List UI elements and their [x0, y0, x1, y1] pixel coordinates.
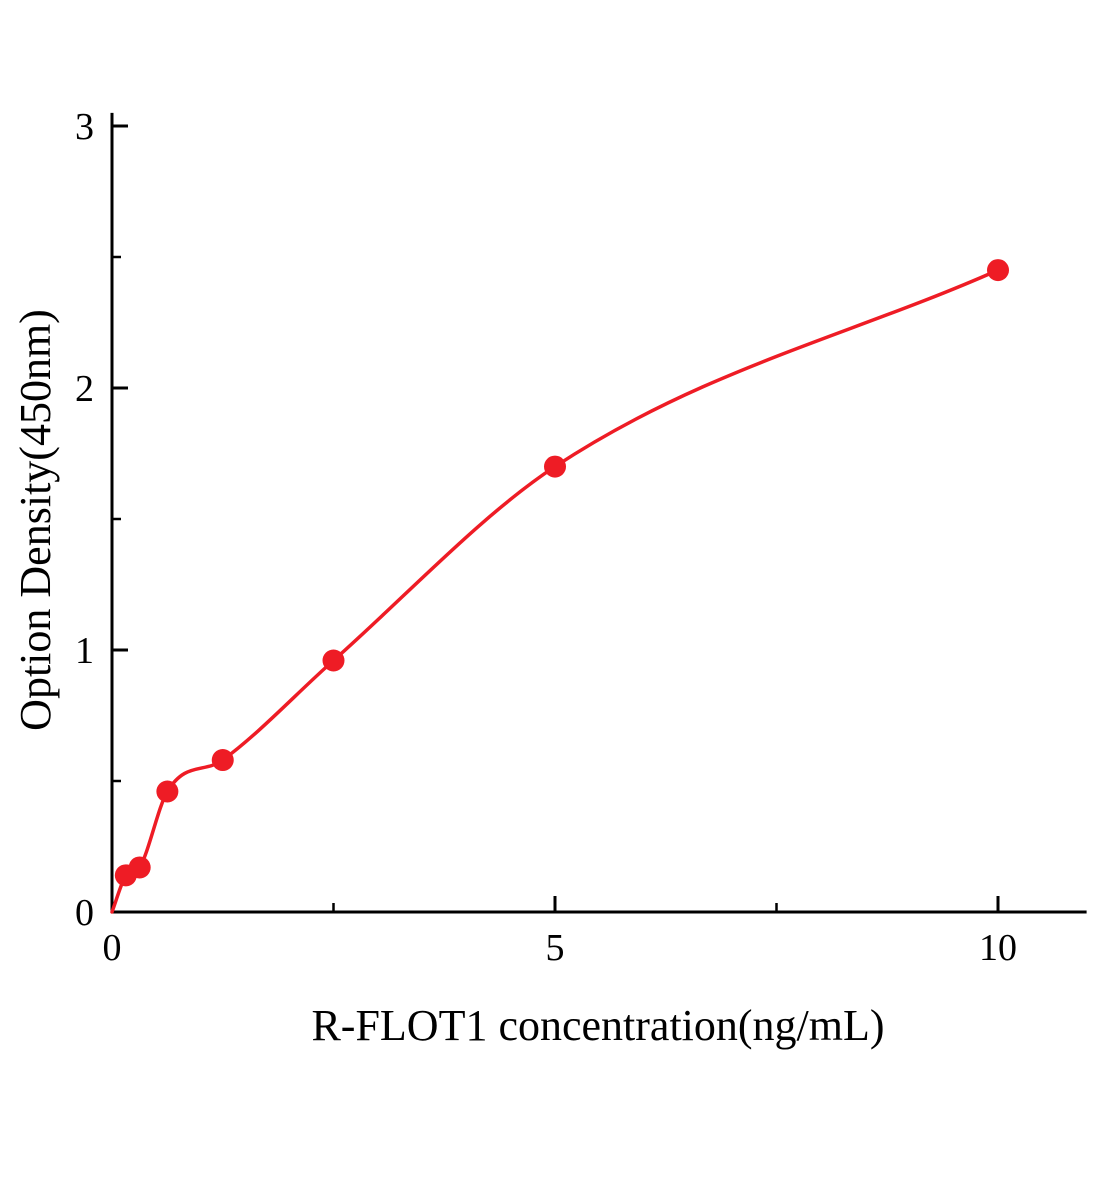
y-tick-label: 1: [75, 630, 94, 672]
y-tick-label: 2: [75, 368, 94, 410]
x-axis-title: R-FLOT1 concentration(ng/mL): [311, 1001, 884, 1050]
data-point: [322, 649, 345, 672]
plot-area: 0 5 10 0 1 2 3: [75, 106, 1087, 969]
x-tick-label: 0: [103, 927, 122, 969]
data-point: [156, 780, 179, 803]
data-point: [987, 259, 1009, 282]
y-tick-label: 3: [75, 106, 94, 148]
data-point: [128, 856, 151, 879]
data-point: [211, 749, 234, 772]
data-point: [544, 455, 566, 478]
x-tick-label: 5: [546, 927, 565, 969]
y-axis-title: Option Density(450nm): [11, 309, 60, 731]
fit-curve: [110, 268, 1000, 914]
x-tick-label: 10: [979, 927, 1017, 969]
y-tick-label: 0: [75, 892, 94, 934]
